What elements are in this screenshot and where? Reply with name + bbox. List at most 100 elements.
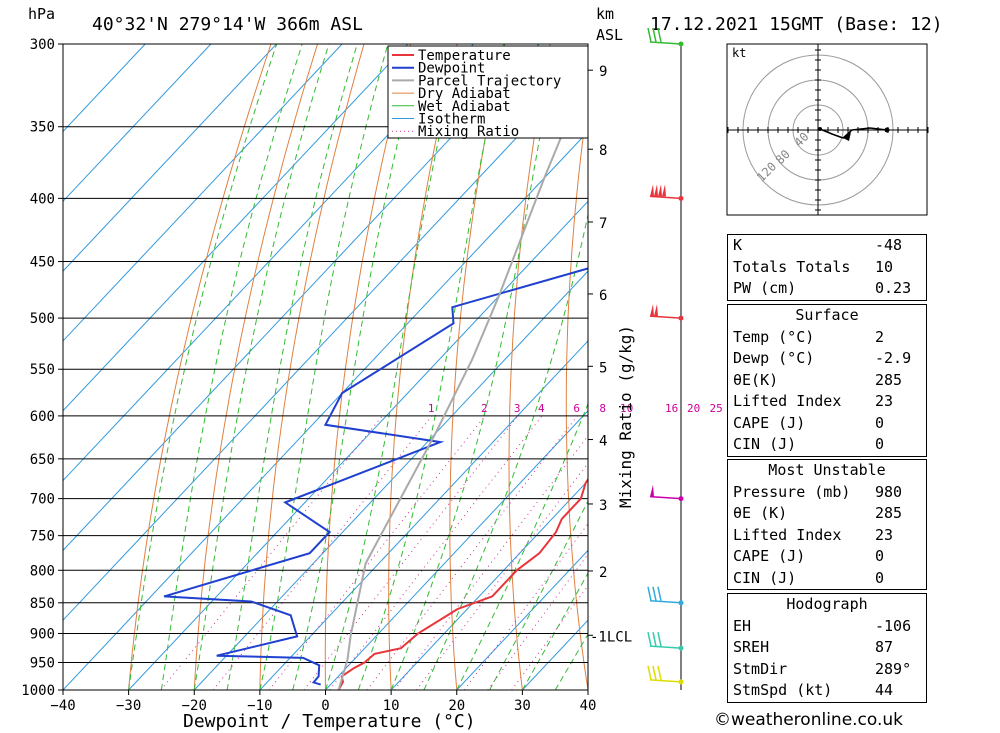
legend-entry: Mixing Ratio	[418, 124, 519, 140]
surface-value: 23	[875, 392, 894, 410]
surface-title: Surface	[795, 306, 859, 324]
wind-barb-feather	[652, 665, 657, 681]
series-dewpoint-line	[163, 267, 588, 686]
isotherm-line	[63, 44, 277, 272]
grid-layer	[63, 44, 719, 690]
wind-barb-shaft	[649, 600, 682, 604]
x-tick-label: −40	[50, 698, 75, 714]
isotherm-line	[325, 410, 588, 690]
copyright[interactable]: ©weatheronline.co.uk	[714, 710, 904, 730]
dry-adiabat-line	[508, 44, 551, 690]
wet-adiabat-line	[259, 44, 389, 690]
mu-row: Pressure (mb) 980	[728, 482, 926, 504]
wind-barb-feather	[657, 586, 662, 601]
surface-table: Surface Temp (°C) 2 Dewp (°C) -2.9 θE(K) 28…	[727, 304, 927, 457]
isotherm-line	[390, 479, 588, 690]
index-value: 10	[875, 257, 894, 276]
wet-adiabat-line	[423, 212, 588, 690]
isotherm-line	[63, 44, 540, 552]
hodo-row: StmDir 289°	[728, 659, 926, 681]
pressure-unit: hPa	[28, 5, 55, 23]
mu-row: CAPE (J) 0	[728, 546, 926, 568]
index-label: K	[733, 236, 743, 254]
pressure-tick-label: 350	[30, 120, 55, 136]
mixing-ratio-label: 10	[620, 402, 633, 415]
surface-value: 0	[875, 413, 885, 432]
wind-barb-feather	[652, 586, 657, 601]
isotherm-line	[63, 60, 588, 621]
isotherm-line	[193, 270, 588, 690]
wind-barb-feather	[647, 665, 652, 681]
wet-adiabat-line	[489, 499, 588, 690]
hodograph-stats-title: Hodograph	[786, 595, 868, 613]
dry-adiabat-line	[259, 44, 365, 690]
dry-adiabat-line	[675, 44, 719, 690]
surface-label: CAPE (J)	[733, 413, 806, 432]
wind-barb-feather	[657, 27, 662, 43]
x-axis-label: Dewpoint / Temperature (°C)	[183, 711, 476, 732]
hodo-row: StmSpd (kt) 44	[728, 680, 926, 702]
wet-adiabat-line	[292, 44, 423, 690]
height-tick-label: 3	[599, 498, 607, 514]
index-label: PW (cm)	[733, 279, 797, 297]
mu-label: CAPE (J)	[733, 547, 806, 565]
dry-adiabat-line	[565, 97, 588, 690]
isotherm-line	[63, 44, 474, 482]
surface-row: θE(K) 285	[728, 370, 926, 392]
wet-adiabat-line	[128, 44, 278, 690]
hodo-label: StmSpd (kt)	[733, 681, 833, 699]
mixing-ratio-line	[268, 415, 486, 690]
hodo-value: 44	[875, 681, 894, 699]
wind-barb-column	[647, 27, 684, 690]
pressure-tick-label: 500	[30, 311, 55, 327]
surface-row: Dewp (°C) -2.9	[728, 348, 926, 370]
index-label: Totals Totals	[733, 257, 851, 276]
isotherm-line	[63, 44, 343, 342]
height-tick-label: 7	[599, 216, 607, 232]
mixing-ratio-label: 3	[514, 402, 521, 415]
plot-frame	[62, 43, 589, 691]
surface-value: -2.9	[875, 349, 912, 367]
wind-barb-flag	[658, 184, 662, 197]
surface-label: θE(K)	[733, 370, 779, 389]
series-layer	[163, 71, 588, 690]
pressure-tick-label: 900	[30, 626, 55, 642]
pressure-tick-label: 600	[30, 409, 55, 425]
mixing-ratio-label: 20	[687, 402, 700, 415]
x-tick-label: 40	[580, 698, 597, 714]
wet-adiabat-line	[325, 44, 461, 690]
height-tick-label: 4	[599, 434, 607, 450]
mixing-ratio-line	[487, 553, 588, 690]
height-tick-label: 6	[599, 288, 607, 304]
dry-adiabat-line	[128, 44, 272, 690]
indices-table: K -48 Totals Totals 10 PW (cm) 0.23	[727, 234, 927, 301]
surface-label: Dewp (°C)	[733, 349, 815, 367]
wet-adiabat-line	[193, 44, 330, 690]
mixing-ratio-label: 16	[665, 402, 678, 415]
height-tick-label: 2	[599, 565, 607, 581]
surface-row: CIN (J) 0	[728, 434, 926, 456]
legend-entry: Temperature	[418, 48, 511, 64]
height-tick-label: 9	[599, 64, 607, 80]
mixing-ratio-line	[329, 415, 543, 690]
mu-label: CIN (J)	[733, 568, 797, 587]
mu-value: 23	[875, 525, 894, 544]
location-title: 40°32'N 279°14'W 366m ASL	[92, 14, 363, 35]
height-unit-asl: ASL	[596, 26, 623, 44]
index-value: 0.23	[875, 279, 912, 297]
mixing-ratio-label: 25	[710, 402, 723, 415]
index-value: -48	[875, 236, 903, 254]
pressure-tick-label: 800	[30, 563, 55, 579]
surface-row: Temp (°C) 2	[728, 327, 926, 349]
pressure-tick-label: 850	[30, 596, 55, 612]
pressure-tick-label: 450	[30, 255, 55, 271]
height-tick-label: 8	[599, 143, 607, 159]
x-tick-label: 10	[383, 698, 400, 714]
mixing-ratio-label: 1	[428, 402, 435, 415]
legend-entry: Parcel Trajectory	[418, 73, 561, 89]
series-parcel-trajectory-line	[337, 71, 588, 690]
hodo-label: StmDir	[733, 659, 788, 678]
mixing-ratio-label: 4	[538, 402, 545, 415]
